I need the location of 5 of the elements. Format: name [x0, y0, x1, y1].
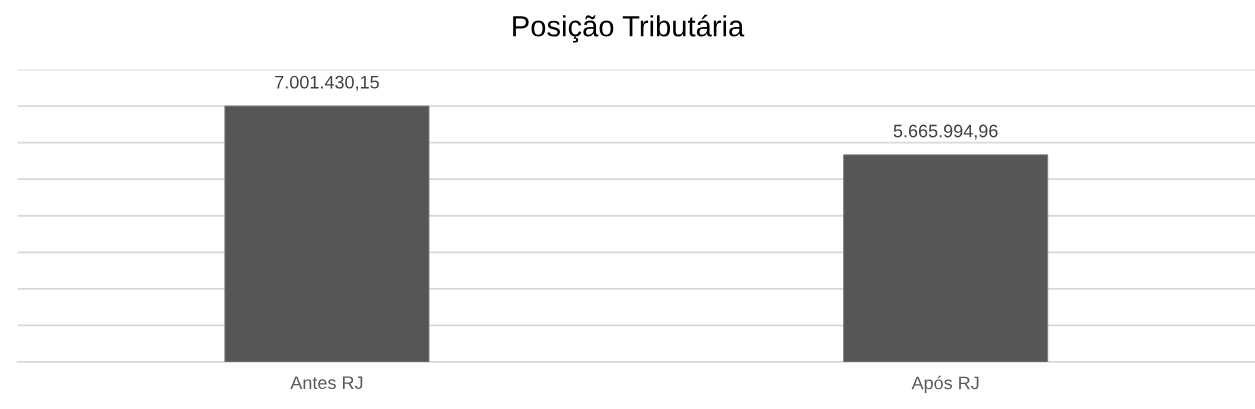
- chart-title: Posição Tributária: [513, 14, 745, 43]
- x-tick-label: Após RJ: [911, 375, 979, 393]
- data-label: 5.665.994,96: [893, 124, 998, 140]
- data-label: 7.001.430,15: [275, 75, 379, 91]
- x-tick-label: Antes RJ: [290, 376, 363, 390]
